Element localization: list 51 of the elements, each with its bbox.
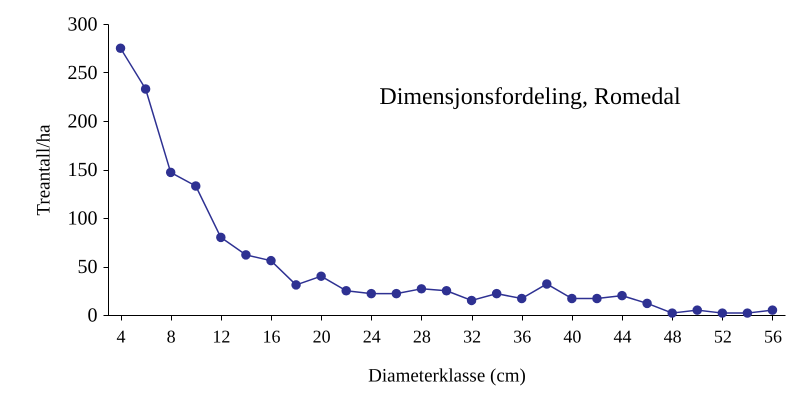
point (291, 280, 301, 290)
point (266, 256, 276, 266)
y-tick-label: 50 (78, 256, 98, 278)
point (442, 286, 452, 296)
x-tick-label: 32 (463, 326, 482, 346)
point (191, 181, 200, 191)
y-tick-label: 0 (88, 304, 98, 326)
x-tick-label: 28 (412, 326, 431, 346)
point (567, 294, 577, 304)
point (166, 168, 176, 178)
point (667, 308, 677, 318)
x-tick-label: 56 (764, 326, 782, 346)
x-tick-label: 44 (614, 326, 632, 346)
point (116, 44, 126, 53)
point (492, 288, 502, 298)
x-tick-label: 12 (212, 326, 230, 346)
x-tick-label: 20 (312, 326, 331, 346)
point (718, 308, 728, 318)
x-tick-label: 52 (714, 326, 732, 346)
point (768, 305, 778, 315)
x-tick-label: 24 (362, 326, 381, 346)
point (642, 298, 652, 308)
point (341, 286, 351, 296)
y-tick-label: 250 (68, 62, 98, 84)
point (241, 250, 251, 260)
point (592, 294, 602, 304)
point (392, 288, 402, 298)
x-tick-label: 16 (262, 326, 280, 346)
point (416, 284, 426, 294)
point (617, 290, 627, 300)
y-tick-label: 300 (68, 14, 98, 36)
x-tick-label: 4 (116, 326, 126, 346)
point (140, 84, 150, 94)
x-tick-label: 8 (166, 326, 176, 346)
y-axis-title: Treantall/ha (34, 124, 54, 216)
point (742, 308, 752, 318)
point (692, 305, 702, 315)
point (542, 279, 552, 289)
x-tick-label: 40 (563, 326, 582, 346)
y-tick-label: 100 (68, 208, 98, 230)
annotation: Dimensjonsfordeling, Romedal (379, 84, 681, 110)
x-axis-title: Diameterklasse (cm) (368, 366, 526, 386)
y-tick-label: 150 (68, 159, 98, 181)
point (316, 271, 326, 281)
x-tick-label: 48 (664, 326, 682, 346)
x-tick-label: 36 (513, 326, 532, 346)
point (216, 232, 226, 242)
point (516, 294, 526, 304)
y-tick-label: 200 (68, 110, 98, 132)
point (366, 288, 376, 298)
point (466, 296, 476, 306)
